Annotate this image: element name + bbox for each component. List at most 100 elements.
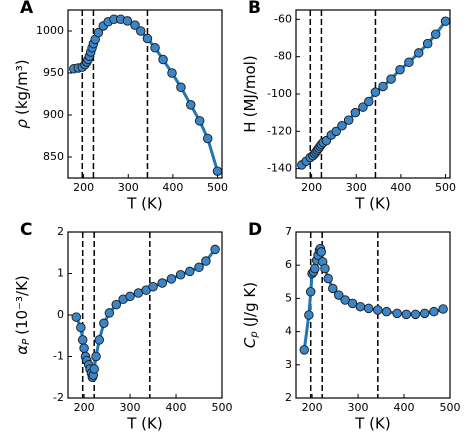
data-point [185, 266, 195, 277]
y-tick-label: 1 [57, 267, 64, 280]
data-point [419, 308, 430, 319]
data-point [77, 335, 88, 345]
x-tick-label: 200 [302, 401, 323, 414]
y-tick-label: -140 [267, 162, 292, 175]
data-point [111, 299, 122, 310]
data-point [440, 16, 451, 26]
data-point [175, 269, 186, 280]
data-point [94, 335, 105, 345]
x-tick-label: 300 [120, 401, 141, 414]
data-point [304, 310, 314, 320]
y-label-subscript: P [21, 338, 32, 345]
data-point [320, 263, 330, 274]
y-axis-label: αP (10⁻³/K) [13, 275, 33, 355]
y-tick-label: 3 [285, 358, 292, 371]
x-tick-label: 200 [301, 181, 322, 194]
data-point [150, 43, 160, 53]
data-point [422, 38, 433, 49]
data-point [305, 287, 316, 297]
x-axis-label: T (K) [126, 195, 162, 213]
data-point [133, 288, 144, 298]
panel-label: A [20, 0, 34, 18]
data-point [130, 20, 140, 30]
x-tick-label: 200 [74, 401, 95, 414]
y-tick-label: 4 [285, 325, 292, 338]
y-tick-label: 850 [43, 150, 64, 163]
x-axis-label: T (K) [354, 415, 390, 433]
x-tick-label: 400 [166, 401, 187, 414]
data-point [194, 116, 205, 126]
data-point [347, 298, 358, 309]
x-tick-label: 400 [162, 181, 183, 194]
y-tick-label: -100 [267, 87, 292, 100]
data-point [392, 308, 402, 319]
y-tick-label: 1000 [36, 24, 64, 37]
data-point [358, 102, 368, 112]
y-label-symbol: ρ [13, 119, 31, 129]
y-tick-label: -2 [53, 391, 64, 404]
y-tick-label: -80 [274, 50, 292, 63]
data-point [194, 262, 204, 273]
data-point [414, 48, 424, 58]
data-point [167, 68, 177, 78]
panel-label: D [248, 220, 262, 240]
y-tick-label: 5 [285, 291, 292, 304]
y-tick-label: 7 [285, 225, 292, 238]
data-point [343, 115, 354, 125]
data-point [186, 100, 196, 110]
y-tick-label: 2 [285, 391, 292, 404]
data-point [91, 351, 101, 362]
data-point [104, 308, 115, 318]
data-point [355, 301, 366, 312]
y-tick-label: -120 [267, 124, 292, 137]
data-point [176, 82, 186, 93]
x-tick-label: 500 [212, 401, 233, 414]
y-tick-label: 6 [285, 258, 292, 271]
x-tick-label: 300 [348, 401, 369, 414]
data-point [93, 27, 104, 38]
data-point [201, 256, 211, 266]
y-label-unit: (J/g K) [241, 282, 259, 327]
data-point [136, 26, 146, 36]
data-point [364, 96, 374, 107]
data-point [429, 306, 439, 317]
panel-label: B [248, 0, 261, 18]
data-point [125, 291, 135, 302]
y-tick-label: 950 [43, 66, 64, 79]
data-point [310, 263, 320, 274]
y-axis-label: H (MJ/mol) [241, 55, 259, 132]
data-point [157, 278, 167, 288]
data-point [373, 305, 383, 315]
x-axis-label: T (K) [354, 195, 390, 213]
plot-frame [295, 231, 451, 399]
y-label-unit: (MJ/mol) [241, 55, 259, 117]
y-axis-label: Cp (J/g K) [241, 282, 261, 348]
y-label-unit: (kg/m³) [13, 59, 31, 115]
data-point [381, 306, 392, 317]
data-point [378, 81, 388, 92]
y-label-symbol: α [13, 345, 31, 355]
data-point [99, 318, 109, 329]
data-point [76, 322, 86, 333]
y-label-symbol: H [241, 121, 259, 132]
data-point [71, 312, 82, 322]
x-tick-label: 400 [390, 181, 411, 194]
panel-label: C [20, 220, 32, 240]
x-tick-label: 500 [435, 181, 456, 194]
data-point [334, 290, 344, 300]
data-point [328, 283, 338, 294]
x-axis-label: T (K) [126, 415, 162, 433]
data-point [316, 247, 327, 257]
data-point [410, 309, 421, 320]
plot-frame [67, 9, 223, 179]
data-point [331, 126, 341, 137]
data-point [122, 16, 133, 26]
y-label-symbol: C [241, 337, 259, 348]
data-point [299, 345, 310, 355]
data-point [404, 57, 414, 68]
y-label-unit: (10⁻³/K) [13, 275, 31, 335]
data-point [350, 107, 361, 118]
x-tick-label: 300 [118, 181, 139, 194]
data-point [395, 64, 405, 75]
